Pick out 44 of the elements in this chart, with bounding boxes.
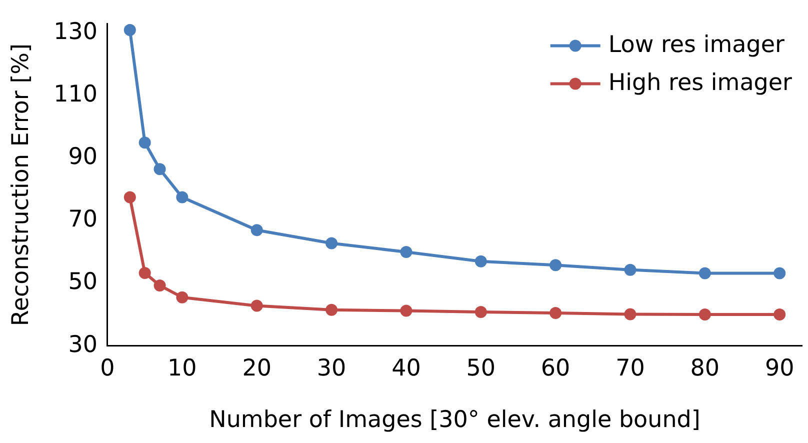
point: [250, 300, 263, 312]
legend-label: High res imager: [608, 70, 793, 96]
x-tick-label: 0: [100, 356, 115, 382]
point: [550, 259, 562, 272]
x-tick-label: 70: [616, 356, 645, 382]
point: [138, 136, 151, 149]
x-tick-label: 60: [540, 356, 570, 382]
x-axis-title: Number of Images [30° elev. angle bound]: [209, 407, 700, 434]
point: [550, 306, 562, 319]
point: [176, 191, 188, 204]
y-tick-label: 110: [54, 82, 98, 108]
y-tick-label: 30: [68, 332, 98, 358]
point: [176, 291, 188, 304]
x-tick-label: 10: [168, 356, 197, 382]
x-tick-label: 20: [242, 356, 272, 382]
point: [624, 308, 636, 320]
point: [698, 267, 711, 280]
point: [124, 191, 136, 204]
point: [154, 163, 166, 176]
x-tick-label: 30: [316, 356, 346, 382]
point: [154, 279, 166, 292]
point: [698, 308, 711, 321]
point: [250, 224, 263, 236]
y-tick-label: 50: [68, 269, 98, 296]
x-tick-label: 90: [764, 356, 794, 382]
y-tick-label: 90: [68, 144, 98, 170]
x-tick-label: 80: [690, 356, 720, 382]
point: [326, 237, 338, 250]
y-tick-label: 130: [54, 19, 98, 46]
point: [400, 304, 412, 317]
point: [138, 266, 151, 279]
point: [474, 306, 487, 318]
point: [326, 304, 338, 316]
point: [124, 24, 136, 36]
x-tick-label: 50: [466, 356, 496, 382]
x-tick-label: 40: [392, 356, 421, 382]
y-tick-label: 70: [68, 206, 98, 233]
legend-label: Low res imager: [608, 32, 785, 58]
point: [774, 267, 786, 280]
point: [474, 255, 487, 268]
point: [774, 308, 786, 321]
point: [624, 264, 636, 276]
y-axis-title: Reconstruction Error [%]: [8, 43, 34, 326]
point: [400, 246, 412, 258]
